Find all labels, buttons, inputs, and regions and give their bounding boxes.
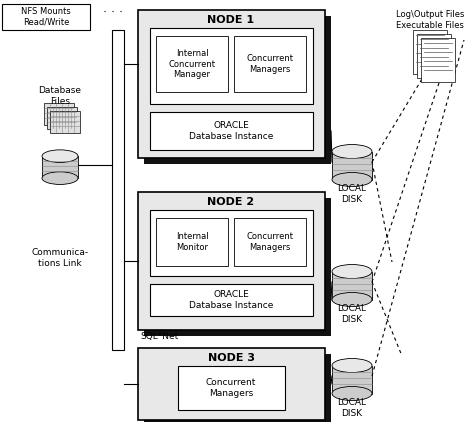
- Bar: [44, 103, 74, 125]
- Bar: [138, 348, 325, 420]
- Bar: [150, 28, 313, 104]
- Bar: [150, 112, 313, 150]
- Bar: [144, 198, 331, 336]
- Bar: [138, 192, 325, 330]
- Ellipse shape: [332, 359, 372, 373]
- Text: · · ·: · · ·: [103, 5, 123, 19]
- Bar: [156, 218, 228, 266]
- Bar: [47, 107, 77, 129]
- Ellipse shape: [332, 144, 372, 159]
- Ellipse shape: [332, 292, 372, 306]
- Bar: [332, 271, 372, 300]
- Bar: [50, 111, 80, 133]
- Bar: [332, 151, 372, 179]
- Text: NODE 3: NODE 3: [208, 353, 255, 363]
- Bar: [332, 365, 372, 393]
- Text: Internal
Monitor: Internal Monitor: [176, 232, 208, 252]
- Bar: [42, 156, 78, 178]
- Bar: [2, 4, 90, 30]
- Bar: [421, 38, 455, 82]
- Bar: [156, 36, 228, 92]
- Bar: [138, 10, 325, 158]
- Bar: [112, 30, 124, 350]
- Bar: [417, 34, 451, 78]
- Text: Concurrent
Managers: Concurrent Managers: [246, 232, 293, 252]
- Bar: [150, 210, 313, 276]
- Ellipse shape: [332, 265, 372, 279]
- Text: LOCAL
DISK: LOCAL DISK: [337, 398, 366, 418]
- Text: Communica-
tions Link: Communica- tions Link: [31, 248, 89, 268]
- Bar: [413, 30, 447, 74]
- Text: Database
Files: Database Files: [38, 87, 82, 106]
- Text: NODE 1: NODE 1: [208, 15, 255, 25]
- Ellipse shape: [42, 172, 78, 184]
- Text: NODE 2: NODE 2: [208, 197, 255, 207]
- Bar: [234, 36, 306, 92]
- Bar: [178, 366, 285, 410]
- Bar: [144, 354, 331, 422]
- Ellipse shape: [332, 387, 372, 400]
- Text: LOCAL
DISK: LOCAL DISK: [337, 184, 366, 204]
- Text: NFS Mounts
Read/Write: NFS Mounts Read/Write: [21, 7, 71, 27]
- Text: ORACLE
Database Instance: ORACLE Database Instance: [189, 290, 273, 310]
- Ellipse shape: [332, 173, 372, 187]
- Text: LOCAL
DISK: LOCAL DISK: [337, 304, 366, 324]
- Text: SQL*Net: SQL*Net: [140, 332, 178, 341]
- Text: Log\Output Files
Executable Files: Log\Output Files Executable Files: [396, 10, 464, 30]
- Bar: [234, 218, 306, 266]
- Text: Internal
Concurrent
Manager: Internal Concurrent Manager: [168, 49, 216, 79]
- Text: ORACLE
Database Instance: ORACLE Database Instance: [189, 121, 273, 141]
- Bar: [144, 16, 331, 164]
- Ellipse shape: [42, 150, 78, 162]
- Text: Concurrent
Managers: Concurrent Managers: [246, 54, 293, 74]
- Bar: [150, 284, 313, 316]
- Text: Concurrent
Managers: Concurrent Managers: [206, 378, 256, 398]
